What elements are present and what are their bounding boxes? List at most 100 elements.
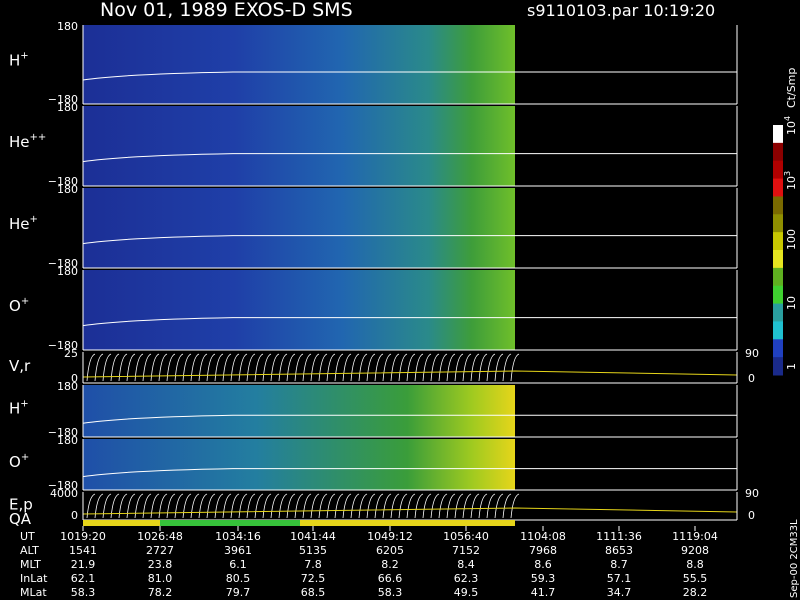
panel-label: H+: [9, 51, 29, 70]
cell: 1049:12: [367, 530, 413, 543]
trace: [206, 493, 216, 519]
trace: [318, 493, 328, 519]
cell: 7152: [452, 544, 480, 557]
trace: [158, 353, 168, 382]
trace-line: [82, 468, 737, 478]
trace-line: [82, 317, 737, 327]
colorbar-segment: [773, 303, 783, 322]
trace: [430, 353, 440, 382]
colorbar-segment: [773, 267, 783, 287]
trace: [222, 493, 232, 519]
tick-label: 180: [57, 265, 78, 278]
trace: [446, 353, 456, 382]
cell: 8.4: [457, 558, 475, 571]
label-base: E,p: [9, 496, 33, 514]
tick-label: 180: [57, 380, 78, 393]
colorbar-label: 10: [785, 296, 798, 310]
tick-label: 0: [71, 509, 78, 522]
colorbar-base: 1: [785, 363, 798, 370]
panel-label: He++: [9, 132, 46, 151]
trace: [142, 493, 152, 519]
trace: [166, 493, 176, 519]
cell: 68.5: [301, 586, 326, 599]
trace: [294, 353, 304, 382]
trace: [470, 493, 480, 519]
no-data: [515, 385, 737, 437]
colorbar-segment: [773, 160, 783, 180]
label-sup: +: [20, 398, 28, 409]
right-tick: 0: [748, 372, 755, 385]
trace-line: [82, 71, 737, 81]
colorbar-segment: [773, 142, 783, 162]
cell: 5135: [299, 544, 327, 557]
trace: [414, 353, 424, 382]
trace: [134, 353, 144, 382]
label-sup: +: [20, 51, 28, 62]
spectrogram: [83, 385, 515, 437]
trace: [182, 493, 192, 519]
cell: 3961: [224, 544, 252, 557]
trace: [190, 353, 200, 382]
trace: [174, 353, 184, 382]
trace: [358, 493, 368, 519]
panel-label: He+: [9, 214, 38, 233]
trace: [102, 493, 112, 519]
trace: [342, 353, 352, 382]
cell: 8653: [605, 544, 633, 557]
cell: 49.5: [454, 586, 479, 599]
trace: [214, 493, 224, 519]
row-label: ALT: [20, 544, 39, 557]
trace: [286, 493, 296, 519]
trace: [310, 353, 320, 382]
cell: 1119:04: [672, 530, 718, 543]
trace: [366, 493, 376, 519]
trace: [350, 493, 360, 519]
cell: 1541: [69, 544, 97, 557]
tick-label: 180: [57, 101, 78, 114]
trace: [118, 353, 128, 382]
trace: [462, 353, 472, 382]
trace: [446, 493, 456, 519]
qa-bar: [160, 520, 300, 526]
tick-label: −180: [48, 479, 78, 492]
trace-line: [82, 507, 738, 515]
colorbar-base: 10: [785, 176, 798, 190]
cell: 57.1: [607, 572, 632, 585]
tick-label: 4000: [50, 487, 78, 500]
trace: [246, 493, 256, 519]
trace: [374, 493, 384, 519]
cell: 8.6: [534, 558, 552, 571]
trace: [398, 493, 408, 519]
cell: 1034:16: [215, 530, 261, 543]
cell: 81.0: [148, 572, 173, 585]
cell: 8.2: [381, 558, 399, 571]
trace: [358, 353, 368, 382]
trace: [502, 493, 512, 519]
colorbar-segment: [773, 321, 783, 340]
label-sup: +: [21, 296, 29, 307]
trace: [278, 493, 288, 519]
cell: 1104:08: [520, 530, 566, 543]
trace: [502, 353, 512, 382]
label-base: H: [9, 52, 20, 70]
spectrogram: [83, 25, 515, 104]
trace: [254, 493, 264, 519]
tick-label: −180: [48, 426, 78, 439]
tick-label: −180: [48, 339, 78, 352]
no-data: [515, 188, 737, 268]
colorbar-label: 104: [783, 116, 798, 135]
trace: [454, 493, 464, 519]
tick-label: 180: [57, 434, 78, 447]
cell: 1019:20: [60, 530, 106, 543]
cell: 58.3: [378, 586, 403, 599]
cell: 2727: [146, 544, 174, 557]
trace: [326, 493, 336, 519]
trace: [406, 353, 416, 382]
cell: 7.8: [304, 558, 322, 571]
row-label: MLat: [20, 586, 47, 599]
row-label: InLat: [20, 572, 48, 585]
no-data: [515, 439, 737, 490]
trace: [310, 493, 320, 519]
cell: 6.1: [229, 558, 247, 571]
trace: [230, 493, 240, 519]
